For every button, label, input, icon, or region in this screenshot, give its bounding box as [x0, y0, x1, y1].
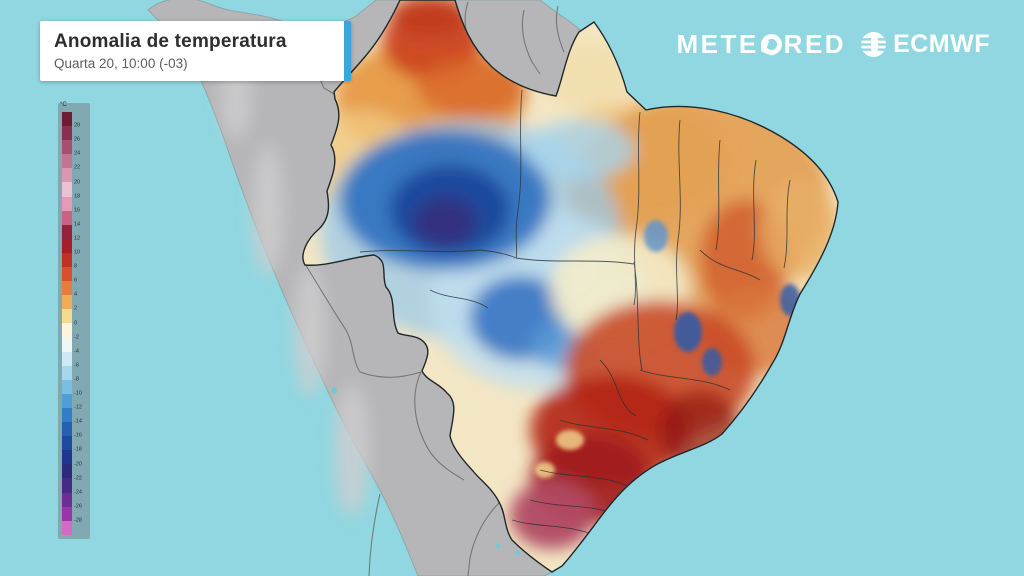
colorbar-tick-label: 2	[74, 305, 78, 312]
colorbar-swatch	[62, 182, 72, 197]
colorbar-tick-label: 10	[74, 249, 81, 256]
meteored-text-right: RED	[783, 29, 847, 59]
uruguay-lagoon-2	[515, 550, 521, 556]
colorbar-tick-label: -26	[74, 503, 82, 510]
colorbar-swatch	[62, 126, 72, 141]
colorbar-tick-label: -12	[74, 404, 82, 411]
colorbar-swatch	[62, 506, 72, 521]
colorbar-tick-label: -16	[74, 432, 82, 439]
colorbar-swatch	[62, 478, 72, 493]
meteored-o-icon	[760, 34, 782, 55]
anomaly-blob-ne-cold-speck-1	[674, 312, 702, 352]
colorbar-swatch	[62, 168, 72, 183]
anomaly-blob-amazon-cold-navy	[413, 196, 477, 248]
colorbar-tick-label: 8	[74, 263, 78, 270]
state-borders	[359, 89, 791, 537]
uruguay-lagoon-1	[495, 543, 501, 549]
colorbar-tick-label: 12	[74, 235, 81, 242]
colorbar-tick-label: 0	[74, 320, 78, 326]
anomaly-blob-south-warm-speck-1	[556, 430, 584, 450]
colorbar-tick-label: -4	[74, 348, 79, 355]
branding: METE RED ECMWF	[676, 29, 990, 60]
colorbar-swatch	[62, 154, 72, 169]
anomaly-blob-ne-tip-warm	[760, 180, 839, 280]
colorbar-swatch	[62, 281, 72, 296]
colorbar-swatch	[62, 520, 72, 535]
colorbar-tick-label: -22	[74, 475, 82, 482]
colorbar-labels: 28 26 24 22 20 18 16 14 12 10 8 6 4 2 0 -2 -4 -6 -8 -10 -12-…	[74, 112, 86, 535]
lake-titicaca	[331, 387, 337, 393]
colorbar-tick-label: 6	[74, 277, 78, 284]
colorbar-swatch	[62, 436, 72, 451]
colorbar-tick-label: -10	[74, 390, 82, 397]
colorbar-tick-label: -20	[74, 461, 82, 467]
colorbar-swatch	[62, 450, 72, 465]
colorbar-swatch	[62, 337, 72, 352]
colorbar-swatch	[62, 267, 72, 282]
anomaly-blob-rs-extreme-mauve	[510, 481, 594, 549]
map-title: Anomalia de temperatura	[54, 31, 287, 52]
colorbar-swatch	[62, 323, 72, 338]
colorbar-tick-label: -2	[74, 334, 79, 341]
colorbar-tick-label: 18	[74, 193, 81, 200]
colorbar-swatch	[62, 393, 72, 408]
temperature-colorbar: °C 28 26 24 22 20 18 16 14 12 10 8 6 4 2 0 -2 -4 -6 -8 -10-…	[58, 102, 90, 539]
colorbar-unit: °C	[60, 102, 67, 108]
brazil-border	[302, 0, 839, 573]
title-card: Anomalia de temperatura Quarta 20, 10:00…	[40, 21, 351, 81]
colorbar-swatch	[62, 365, 72, 380]
colorbar-swatch	[62, 252, 72, 268]
colorbar-swatch	[62, 224, 72, 239]
colorbar-tick-label: 16	[74, 207, 81, 214]
map-datetime: Quarta 20, 10:00 (-03)	[54, 56, 188, 71]
colorbar-swatch	[62, 295, 72, 310]
colorbar-tick-label: -28	[74, 517, 82, 524]
colorbar-tick-label: 14	[74, 221, 81, 228]
colorbar-swatch	[62, 140, 72, 155]
colorbar-swatch	[62, 210, 72, 225]
colorbar-tick-label: -14	[74, 418, 82, 425]
colorbar-swatch	[62, 492, 72, 507]
colorbar-swatch	[62, 238, 72, 253]
colorbar-tick-label: 28	[74, 122, 81, 129]
colorbar-tick-label: -6	[74, 362, 79, 369]
anomaly-blob-ne-cold-speck-2	[702, 348, 722, 376]
colorbar-tick-label: -8	[74, 376, 79, 383]
colorbar-swatch	[62, 112, 72, 127]
colorbar-swatch	[62, 309, 72, 324]
colorbar-tick-label: 4	[74, 291, 78, 298]
temperature-anomaly-specks	[535, 220, 800, 478]
colorbar-tick-label: 22	[74, 164, 81, 171]
ecmwf-text: ECMWF	[893, 30, 990, 58]
colorbar-swatch	[62, 351, 72, 366]
colorbar-tick-label: -24	[74, 489, 82, 496]
meteored-text-left: METE	[676, 29, 759, 59]
anomaly-blob-tocantins-cold-speck	[644, 220, 668, 252]
anomaly-blob-south-warm-speck-2	[535, 462, 555, 478]
colorbar-swatch	[62, 196, 72, 211]
colorbar-swatch	[62, 407, 72, 423]
ecmwf-logo: ECMWF	[860, 30, 990, 59]
meteored-logo: METE RED	[676, 29, 846, 60]
colorbar-tick-label: 26	[74, 136, 81, 143]
ecmwf-globe-icon	[861, 32, 887, 57]
colorbar-swatch	[62, 422, 72, 437]
colorbar-swatches	[62, 112, 72, 535]
colorbar-tick-label: 24	[74, 150, 81, 157]
colorbar-swatch	[62, 464, 72, 479]
lakes	[331, 387, 521, 556]
anomaly-blob-top-edge-hot	[390, 0, 470, 35]
colorbar-tick-label: 20	[74, 179, 81, 185]
anomaly-blob-light-cold-north	[525, 120, 635, 180]
colorbar-tick-label: -18	[74, 446, 82, 453]
colorbar-swatch	[62, 379, 72, 394]
